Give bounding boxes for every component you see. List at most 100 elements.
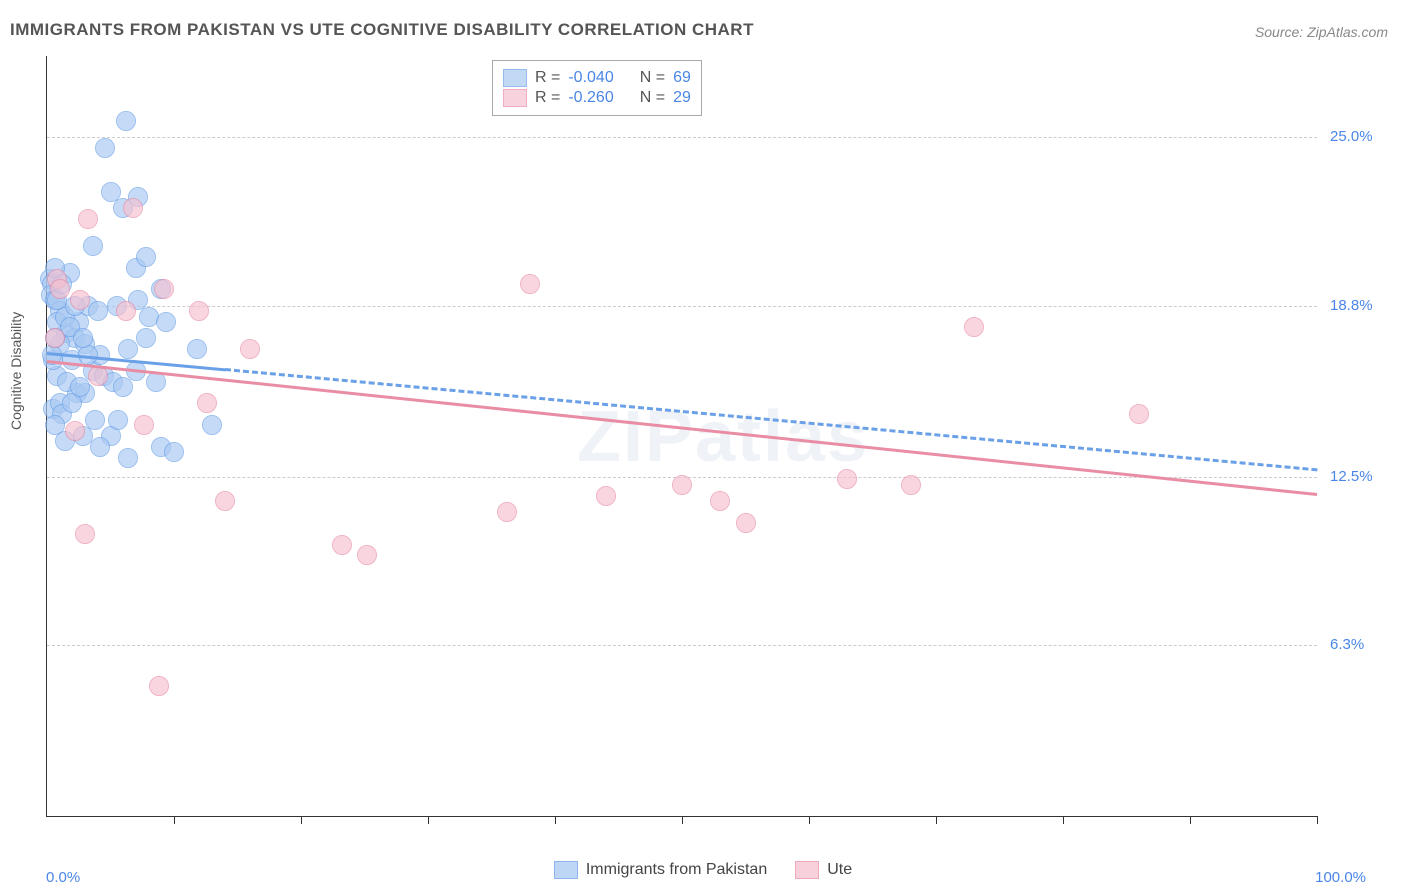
legend-swatch xyxy=(554,861,578,879)
stat-n-value: 29 xyxy=(673,89,691,107)
scatter-point-pakistan xyxy=(108,410,128,430)
legend-item-ute: Ute xyxy=(795,861,852,879)
scatter-point-pakistan xyxy=(47,366,67,386)
source-name: ZipAtlas.com xyxy=(1307,24,1388,40)
scatter-point-ute xyxy=(837,469,857,489)
chart-container: IMMIGRANTS FROM PAKISTAN VS UTE COGNITIV… xyxy=(0,0,1406,892)
scatter-point-pakistan xyxy=(75,334,95,354)
scatter-point-ute xyxy=(332,535,352,555)
scatter-point-pakistan xyxy=(116,111,136,131)
scatter-point-ute xyxy=(70,290,90,310)
scatter-point-ute xyxy=(45,328,65,348)
stat-r-value: -0.260 xyxy=(568,89,613,107)
scatter-point-pakistan xyxy=(139,307,159,327)
stats-box: R =-0.040N =69R =-0.260N =29 xyxy=(492,60,702,116)
scatter-point-pakistan xyxy=(118,339,138,359)
scatter-point-pakistan xyxy=(73,328,93,348)
scatter-point-pakistan xyxy=(55,431,75,451)
scatter-point-pakistan xyxy=(75,383,95,403)
scatter-point-ute xyxy=(189,301,209,321)
scatter-point-pakistan xyxy=(136,328,156,348)
scatter-point-pakistan xyxy=(101,182,121,202)
scatter-point-pakistan xyxy=(60,263,80,283)
x-tick xyxy=(809,816,810,824)
scatter-point-pakistan xyxy=(151,279,171,299)
scatter-point-pakistan xyxy=(136,247,156,267)
scatter-point-pakistan xyxy=(47,290,67,310)
scatter-point-pakistan xyxy=(95,138,115,158)
scatter-point-ute xyxy=(520,274,540,294)
chart-source: Source: ZipAtlas.com xyxy=(1255,24,1388,40)
scatter-point-ute xyxy=(123,198,143,218)
x-tick xyxy=(555,816,556,824)
scatter-point-pakistan xyxy=(69,312,89,332)
stat-n-value: 69 xyxy=(673,69,691,87)
scatter-point-ute xyxy=(736,513,756,533)
scatter-point-pakistan xyxy=(156,312,176,332)
scatter-point-pakistan xyxy=(90,437,110,457)
legend-swatch xyxy=(795,861,819,879)
scatter-point-pakistan xyxy=(202,415,222,435)
scatter-point-pakistan xyxy=(43,399,63,419)
scatter-point-pakistan xyxy=(42,274,62,294)
scatter-point-pakistan xyxy=(88,301,108,321)
scatter-point-pakistan xyxy=(47,312,67,332)
scatter-point-pakistan xyxy=(60,317,80,337)
scatter-point-pakistan xyxy=(151,437,171,457)
scatter-point-ute xyxy=(65,421,85,441)
scatter-point-pakistan xyxy=(45,415,65,435)
scatter-point-ute xyxy=(1129,404,1149,424)
scatter-point-pakistan xyxy=(50,334,70,354)
scatter-point-pakistan xyxy=(55,307,75,327)
gridline xyxy=(47,306,1317,307)
scatter-point-ute xyxy=(75,524,95,544)
scatter-point-ute xyxy=(197,393,217,413)
scatter-point-ute xyxy=(596,486,616,506)
legend-label: Ute xyxy=(827,861,852,879)
y-tick-label: 12.5% xyxy=(1330,468,1373,485)
scatter-point-pakistan xyxy=(65,328,85,348)
scatter-point-pakistan xyxy=(45,290,65,310)
gridline xyxy=(47,137,1317,138)
trend-line xyxy=(47,352,225,371)
scatter-point-pakistan xyxy=(187,339,207,359)
x-tick xyxy=(174,816,175,824)
scatter-point-ute xyxy=(78,209,98,229)
scatter-point-pakistan xyxy=(128,187,148,207)
y-tick-label: 6.3% xyxy=(1330,636,1364,653)
scatter-point-ute xyxy=(50,279,70,299)
stat-r-label: R = xyxy=(535,69,560,87)
chart-title: IMMIGRANTS FROM PAKISTAN VS UTE COGNITIV… xyxy=(10,20,754,40)
x-tick xyxy=(936,816,937,824)
scatter-point-pakistan xyxy=(113,377,133,397)
scatter-point-ute xyxy=(154,279,174,299)
stat-n-label: N = xyxy=(640,69,665,87)
scatter-point-ute xyxy=(215,491,235,511)
scatter-point-pakistan xyxy=(90,345,110,365)
x-tick xyxy=(1190,816,1191,824)
scatter-point-pakistan xyxy=(52,404,72,424)
watermark: ZIPatlas xyxy=(577,396,869,478)
source-prefix: Source: xyxy=(1255,24,1307,40)
x-tick xyxy=(1063,816,1064,824)
legend-label: Immigrants from Pakistan xyxy=(586,861,767,879)
bottom-legend: Immigrants from Pakistan Ute xyxy=(0,861,1406,884)
scatter-point-pakistan xyxy=(85,410,105,430)
scatter-point-pakistan xyxy=(103,372,123,392)
scatter-point-ute xyxy=(47,269,67,289)
legend-swatch xyxy=(503,89,527,107)
scatter-point-pakistan xyxy=(52,274,72,294)
scatter-point-pakistan xyxy=(62,393,82,413)
scatter-point-ute xyxy=(240,339,260,359)
stat-n-label: N = xyxy=(640,89,665,107)
scatter-point-pakistan xyxy=(113,198,133,218)
x-tick xyxy=(682,816,683,824)
gridline xyxy=(47,645,1317,646)
scatter-point-pakistan xyxy=(45,328,65,348)
scatter-point-pakistan xyxy=(83,236,103,256)
scatter-point-pakistan xyxy=(73,426,93,446)
scatter-point-pakistan xyxy=(128,290,148,310)
trend-line xyxy=(47,360,1317,496)
y-tick-label: 18.8% xyxy=(1330,297,1373,314)
scatter-point-pakistan xyxy=(50,393,70,413)
